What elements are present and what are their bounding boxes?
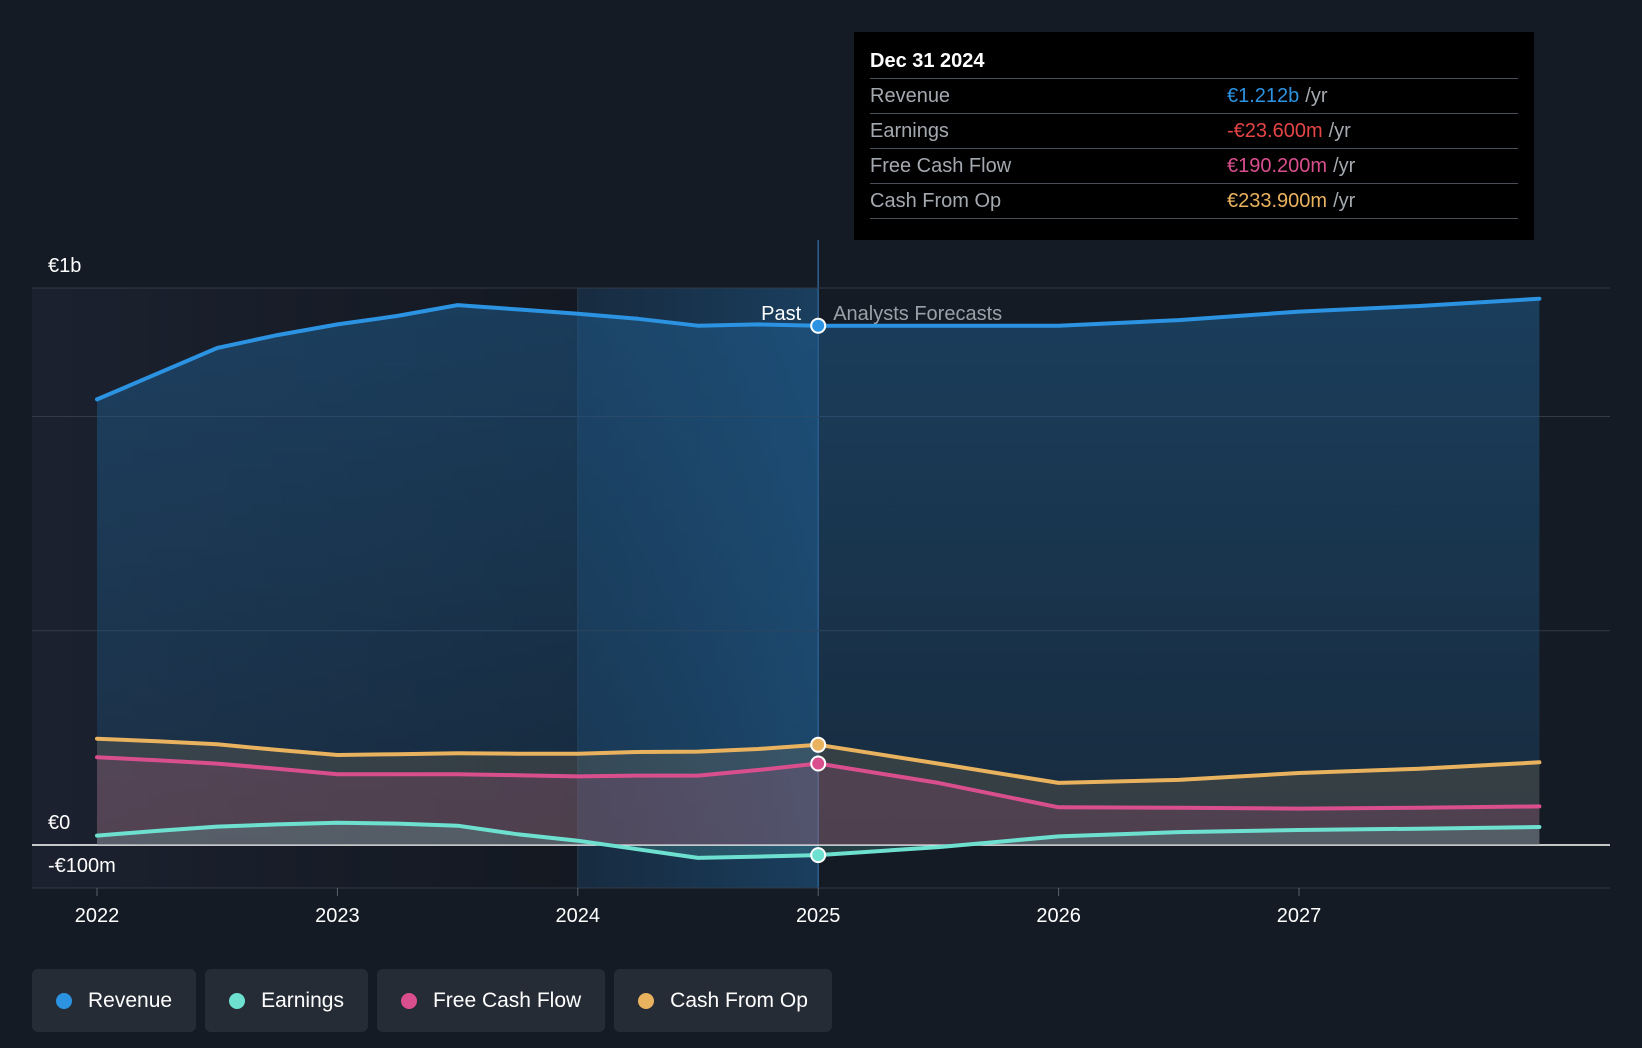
- past-label: Past: [761, 303, 801, 325]
- x-tick-label: 2024: [556, 905, 601, 927]
- legend-label: Earnings: [261, 988, 344, 1012]
- legend-item-earnings[interactable]: Earnings: [205, 969, 368, 1032]
- tooltip-row-value: -€23.600m: [1227, 120, 1323, 142]
- legend-item-free-cash-flow[interactable]: Free Cash Flow: [376, 969, 606, 1032]
- free-cash-flow-line: [95, 755, 1542, 811]
- revenue-area: [97, 298, 1540, 845]
- tooltip-row-label: Earnings: [870, 120, 949, 142]
- x-tick-label: 2027: [1277, 905, 1322, 927]
- tooltip: Dec 31 2024 Revenue €1.212b/yr Earnings -€2…: [854, 32, 1534, 240]
- earnings-marker: [810, 847, 827, 864]
- legend-label: Cash From Op: [670, 988, 808, 1012]
- x-tick-label: 2026: [1036, 905, 1081, 927]
- tooltip-row: Free Cash Flow €190.200m/yr: [870, 149, 1518, 184]
- y-tick-label: €1b: [48, 255, 81, 277]
- earnings-line: [95, 820, 1542, 860]
- legend-label: Revenue: [88, 988, 173, 1012]
- tooltip-row: Cash From Op €233.900m/yr: [870, 184, 1518, 219]
- tooltip-row-unit: /yr: [1305, 85, 1328, 107]
- tooltip-row-unit: /yr: [1333, 190, 1356, 212]
- legend-item-cash-from-op[interactable]: Cash From Op: [614, 969, 832, 1032]
- tooltip-row-value: €1.212b: [1227, 85, 1300, 107]
- free-cash-flow-area: [97, 757, 1540, 845]
- tooltip-row-label: Revenue: [870, 85, 951, 107]
- tooltip-row-label: Cash From Op: [870, 190, 1002, 212]
- earnings-area: [97, 822, 1540, 858]
- revenue-marker: [810, 317, 827, 334]
- legend-item-revenue[interactable]: Revenue: [32, 969, 197, 1032]
- y-tick-label: €0: [48, 812, 70, 834]
- forecast-label: Analysts Forecasts: [833, 303, 1002, 325]
- tooltip-row-value: €233.900m: [1227, 190, 1328, 212]
- cash-from-op-area: [97, 738, 1540, 845]
- x-tick-label: 2022: [75, 905, 120, 927]
- tooltip-row-value: €190.200m: [1227, 155, 1328, 177]
- legend-label: Free Cash Flow: [432, 988, 582, 1012]
- x-tick-label: 2023: [315, 905, 360, 927]
- cash-from-op-marker: [810, 736, 827, 753]
- legend-dot-icon: [229, 992, 246, 1009]
- legend-dot-icon: [638, 992, 655, 1009]
- tooltip-row: Revenue €1.212b/yr: [870, 79, 1518, 114]
- free-cash-flow-marker: [810, 755, 827, 772]
- x-tick-label: 2025: [796, 905, 841, 927]
- revenue-line: [95, 296, 1542, 402]
- tooltip-date: Dec 31 2024: [870, 46, 1518, 79]
- tooltip-row-unit: /yr: [1328, 120, 1351, 142]
- y-tick-label: -€100m: [48, 855, 116, 877]
- legend-dot-icon: [56, 992, 72, 1009]
- tooltip-row-label: Free Cash Flow: [870, 155, 1012, 177]
- legend: Revenue Earnings Free Cash Flow Cash From O…: [32, 969, 832, 1032]
- cash-from-op-line: [95, 736, 1542, 785]
- tooltip-row-unit: /yr: [1333, 155, 1356, 177]
- tooltip-row: Earnings -€23.600m/yr: [870, 114, 1518, 149]
- legend-dot-icon: [400, 992, 417, 1009]
